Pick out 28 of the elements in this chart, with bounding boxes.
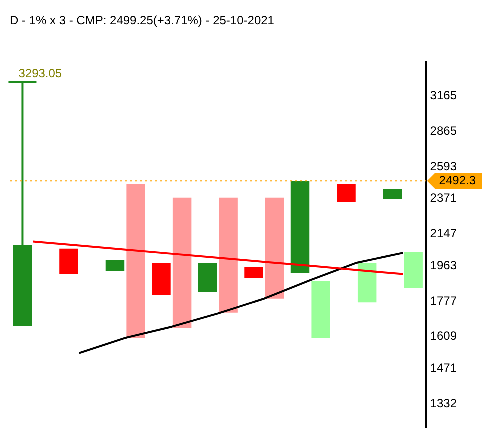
- bar: [265, 198, 284, 299]
- bar: [198, 262, 218, 293]
- y-tick-label: 2371: [430, 191, 458, 206]
- y-tick-label: 1471: [430, 360, 458, 375]
- y-tick-label: 2865: [430, 124, 458, 138]
- annotation: 3293.05: [18, 66, 62, 80]
- bar: [337, 184, 356, 202]
- y-tick-label: 1963: [430, 258, 458, 272]
- bar: [60, 248, 78, 274]
- bar: [404, 252, 423, 288]
- ref-line-label: 2492.3: [439, 173, 476, 188]
- bar: [290, 181, 310, 274]
- y-tick-label: 1609: [430, 329, 458, 344]
- bar: [244, 267, 264, 278]
- bar: [152, 262, 171, 296]
- y-tick-label: 2593: [430, 159, 458, 174]
- y-tick-label: 1332: [430, 396, 458, 410]
- bar: [126, 184, 146, 338]
- bar: [172, 198, 192, 328]
- bar: [312, 281, 330, 338]
- bar: [383, 190, 402, 200]
- bar: [219, 198, 238, 313]
- chart-title: D - 1% x 3 - CMP: 2499.25(+3.71%) - 25-10-2021: [10, 14, 275, 28]
- bar: [358, 262, 377, 303]
- y-tick-label: 1777: [430, 294, 458, 308]
- bar: [106, 260, 125, 272]
- y-tick-label: 2147: [430, 226, 458, 240]
- y-tick-label: 3165: [430, 88, 458, 102]
